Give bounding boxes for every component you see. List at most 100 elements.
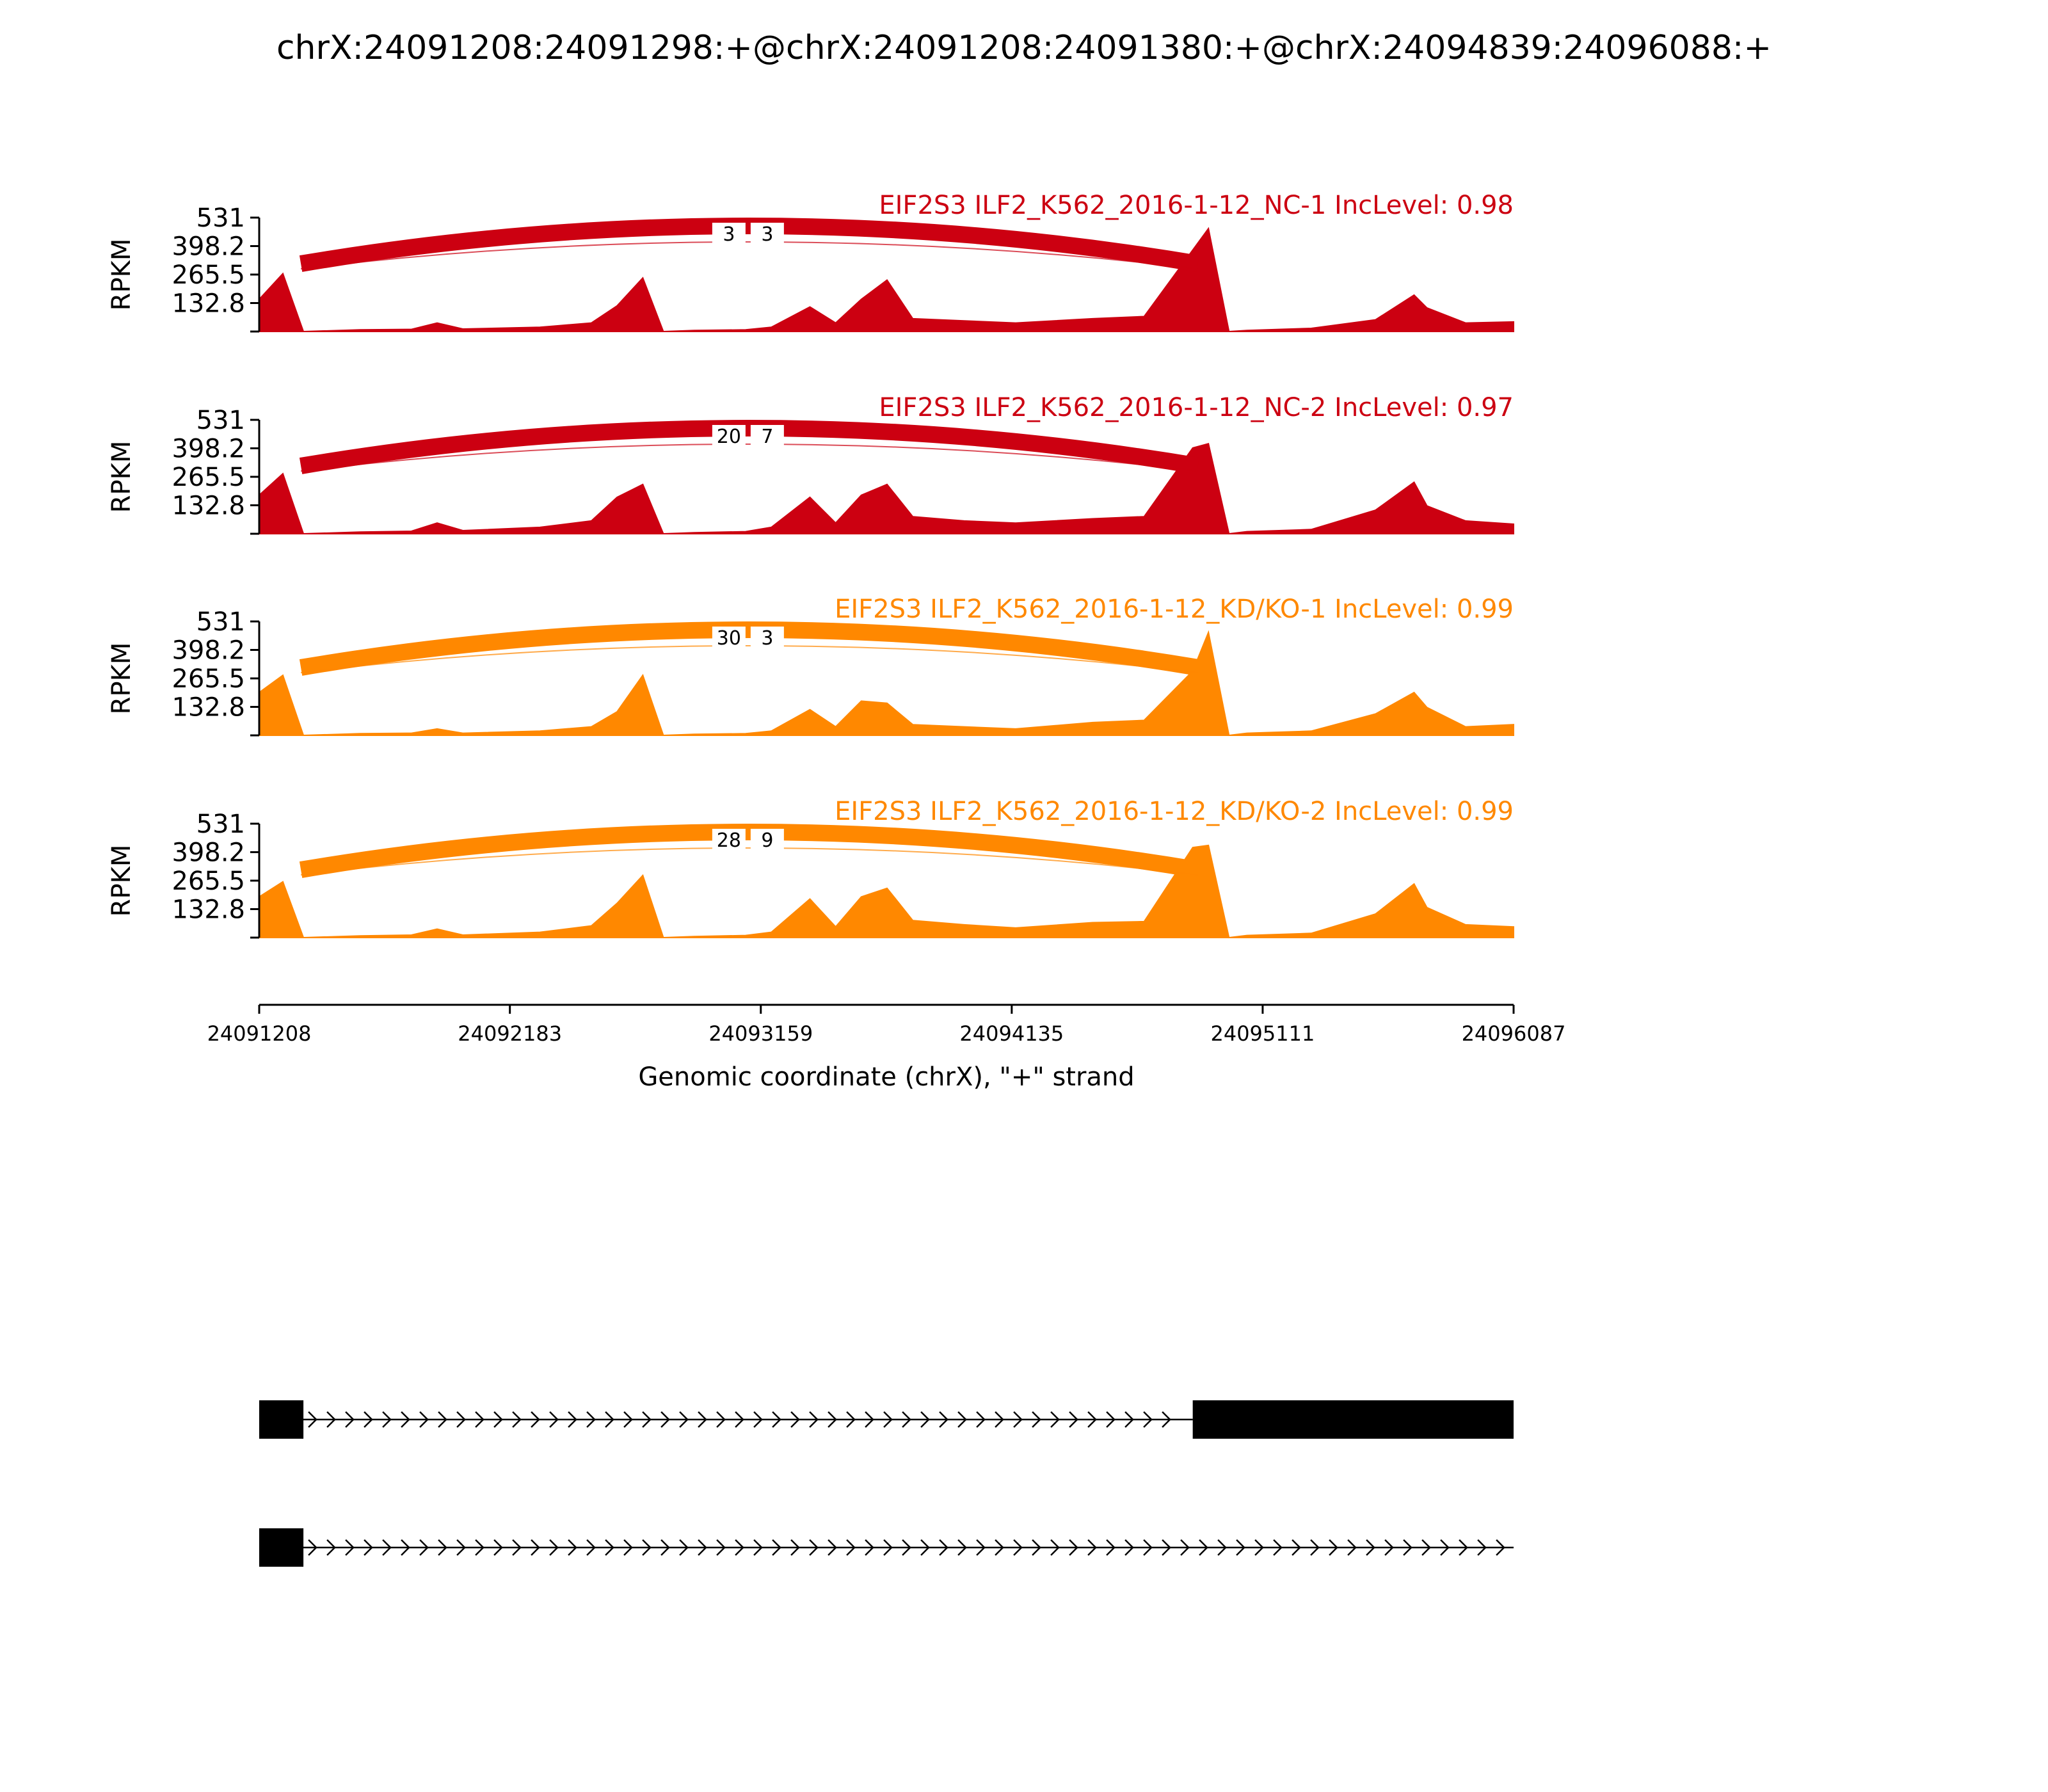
strand-arrow xyxy=(660,1539,670,1556)
strand-arrow xyxy=(828,1539,837,1556)
strand-arrow xyxy=(512,1539,522,1556)
y-axis-label: RPKM xyxy=(107,441,136,513)
strand-arrow xyxy=(1106,1539,1116,1556)
strand-arrow xyxy=(382,1539,392,1556)
strand-arrow xyxy=(401,1539,410,1556)
strand-arrow xyxy=(939,1539,948,1556)
strand-arrow xyxy=(586,1411,596,1428)
junction-label-bg xyxy=(712,627,746,650)
junction-label-bg xyxy=(750,627,784,650)
strand-arrow xyxy=(1384,1539,1394,1556)
strand-arrow xyxy=(326,1411,336,1428)
strand-arrow xyxy=(753,1539,763,1556)
junction-arc-inclusion xyxy=(299,621,1199,676)
exon-block xyxy=(259,1400,304,1439)
strand-arrow xyxy=(1329,1539,1338,1556)
strand-arrow xyxy=(1310,1539,1320,1556)
strand-arrow xyxy=(1050,1539,1060,1556)
strand-arrow xyxy=(939,1411,948,1428)
strand-arrow xyxy=(1477,1539,1487,1556)
strand-arrow xyxy=(642,1411,652,1428)
strand-arrow xyxy=(846,1539,856,1556)
strand-arrow xyxy=(716,1539,726,1556)
strand-arrow xyxy=(902,1539,911,1556)
strand-arrow xyxy=(828,1411,837,1428)
strand-arrow xyxy=(809,1411,819,1428)
junction-arc-inclusion xyxy=(299,420,1199,474)
strand-arrow xyxy=(1032,1539,1041,1556)
strand-arrow xyxy=(438,1411,447,1428)
strand-arrow xyxy=(1124,1411,1134,1428)
strand-arrow xyxy=(735,1411,744,1428)
strand-arrow xyxy=(995,1539,1004,1556)
exon-block xyxy=(259,1528,304,1567)
strand-arrow xyxy=(642,1539,652,1556)
strand-arrow xyxy=(493,1411,503,1428)
junction-count-label: 30 xyxy=(717,627,741,650)
strand-arrow xyxy=(976,1539,986,1556)
strand-arrow xyxy=(531,1411,540,1428)
y-tick-label: 531 xyxy=(196,607,245,637)
strand-arrow xyxy=(957,1539,967,1556)
strand-arrow xyxy=(1273,1539,1283,1556)
strand-arrow xyxy=(475,1411,484,1428)
strand-arrow xyxy=(790,1411,800,1428)
junction-arc-inclusion xyxy=(299,824,1199,878)
junction-label-bg xyxy=(712,223,746,246)
transcript-model-1 xyxy=(259,1400,1514,1439)
x-tick-label: 24094135 xyxy=(959,1021,1064,1046)
strand-arrow xyxy=(1292,1539,1301,1556)
y-tick-label: 132.8 xyxy=(172,289,245,319)
y-tick-label: 132.8 xyxy=(172,895,245,925)
strand-arrow xyxy=(623,1539,633,1556)
junction-arc-skipping xyxy=(300,847,1198,876)
coverage-area xyxy=(259,227,1514,333)
strand-arrow xyxy=(345,1411,355,1428)
strand-arrow xyxy=(865,1411,874,1428)
strand-arrow xyxy=(1143,1411,1153,1428)
sample-label: EIF2S3 ILF2_K562_2016-1-12_NC-2 IncLevel… xyxy=(879,393,1514,422)
sample-label: EIF2S3 ILF2_K562_2016-1-12_KD/KO-1 IncLe… xyxy=(835,595,1514,624)
strand-arrow xyxy=(382,1411,392,1428)
strand-arrow xyxy=(475,1539,484,1556)
strand-arrow xyxy=(1069,1411,1078,1428)
strand-arrow xyxy=(1254,1539,1264,1556)
strand-arrow xyxy=(1069,1539,1078,1556)
junction-arc-inclusion xyxy=(299,218,1199,272)
strand-arrow xyxy=(698,1411,707,1428)
y-tick-label: 265.5 xyxy=(172,463,245,492)
x-tick-label: 24093159 xyxy=(708,1021,813,1046)
coverage-area xyxy=(259,442,1514,535)
strand-arrow xyxy=(568,1411,577,1428)
junction-label-bg xyxy=(712,425,746,448)
strand-arrow xyxy=(605,1411,614,1428)
strand-arrow xyxy=(679,1539,689,1556)
strand-arrow xyxy=(364,1411,373,1428)
coverage-area xyxy=(259,630,1514,737)
strand-arrow xyxy=(1032,1411,1041,1428)
x-tick-label: 24092183 xyxy=(458,1021,562,1046)
strand-arrow xyxy=(364,1539,373,1556)
strand-arrow xyxy=(1217,1539,1227,1556)
strand-arrow xyxy=(809,1539,819,1556)
strand-arrow xyxy=(790,1539,800,1556)
junction-arc-skipping xyxy=(300,645,1198,673)
junction-label-bg xyxy=(750,425,784,448)
strand-arrow xyxy=(753,1411,763,1428)
transcript-models xyxy=(259,1400,1514,1567)
junction-arc-skipping xyxy=(300,241,1198,269)
exon-block xyxy=(1192,1400,1514,1439)
sample-label: EIF2S3 ILF2_K562_2016-1-12_NC-1 IncLevel… xyxy=(879,191,1514,220)
junction-count-label: 3 xyxy=(723,223,735,246)
junction-count-label: 3 xyxy=(761,627,773,650)
y-tick-label: 398.2 xyxy=(172,435,245,464)
x-tick-label: 24091208 xyxy=(207,1021,312,1046)
strand-arrow xyxy=(1087,1411,1097,1428)
strand-arrow xyxy=(568,1539,577,1556)
strand-arrow xyxy=(419,1411,429,1428)
y-tick-label: 531 xyxy=(196,204,245,233)
